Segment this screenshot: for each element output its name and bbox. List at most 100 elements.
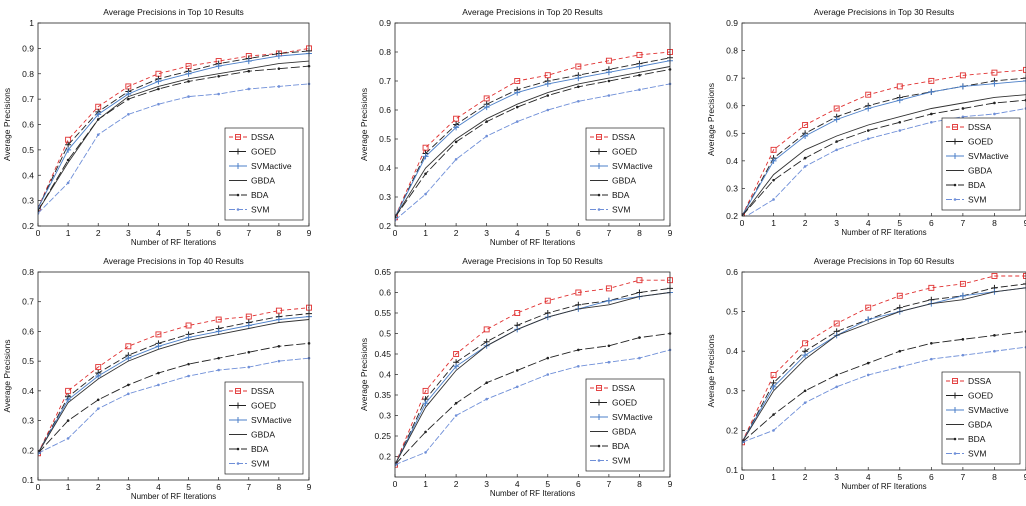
legend-label: GOED [251, 147, 276, 157]
chart-title: Average Precisions in Top 60 Results [814, 256, 955, 266]
data-point-svm [835, 386, 838, 389]
data-point-svm [608, 94, 611, 97]
x-tick-label: 7 [961, 472, 966, 482]
x-tick-label: 0 [36, 482, 41, 492]
y-tick-label: 0.4 [726, 156, 738, 166]
x-tick-label: 0 [740, 472, 745, 482]
x-tick-label: 3 [484, 228, 489, 238]
x-tick-label: 6 [576, 479, 581, 489]
y-tick-label: 0.2 [22, 221, 34, 231]
x-tick-label: 5 [186, 228, 191, 238]
x-tick-label: 2 [96, 228, 101, 238]
chart-title: Average Precisions in Top 50 Results [462, 256, 603, 266]
y-tick-label: 0.5 [22, 356, 34, 366]
x-tick-label: 4 [866, 218, 871, 228]
chart-title: Average Precisions in Top 20 Results [462, 7, 603, 17]
legend-label: BDA [968, 180, 986, 190]
legend-label: SVM [968, 195, 986, 205]
legend-marker-svm [954, 452, 957, 455]
legend-marker-svm [954, 198, 957, 201]
x-tick-label: 3 [126, 482, 131, 492]
y-tick-label: 0.1 [726, 465, 738, 475]
y-tick-label: 0.9 [379, 18, 391, 28]
data-point-bda [516, 106, 519, 109]
x-tick-label: 5 [545, 479, 550, 489]
y-tick-label: 0.7 [379, 76, 391, 86]
legend-label: GOED [612, 398, 637, 408]
data-point-bda [638, 74, 641, 77]
data-point-bda [97, 398, 100, 401]
x-tick-label: 7 [607, 228, 612, 238]
data-point-svm [67, 182, 70, 185]
data-point-bda [930, 342, 933, 345]
y-axis-label: Average Precisions [359, 338, 369, 411]
y-axis-label: Average Precisions [706, 334, 716, 407]
data-point-bda [962, 107, 965, 110]
chart-title: Average Precisions in Top 40 Results [103, 256, 244, 266]
y-tick-label: 0.6 [379, 288, 391, 298]
data-point-bda [278, 345, 281, 348]
data-point-bda [217, 357, 220, 360]
chart-title: Average Precisions in Top 10 Results [103, 7, 244, 17]
data-point-svm [187, 95, 190, 98]
x-tick-label: 1 [66, 482, 71, 492]
y-tick-label: 0.2 [22, 445, 34, 455]
data-point-svm [772, 198, 775, 201]
legend-marker-bda [598, 445, 601, 448]
x-tick-label: 8 [277, 482, 282, 492]
y-tick-label: 0.5 [379, 134, 391, 144]
x-tick-label: 5 [897, 218, 902, 228]
legend-label: DSSA [251, 132, 274, 142]
data-point-svm [577, 365, 580, 368]
x-tick-label: 9 [668, 479, 673, 489]
data-point-svm [424, 451, 427, 454]
data-point-svm [485, 135, 488, 138]
x-tick-label: 7 [246, 228, 251, 238]
legend-label: SVM [251, 459, 269, 469]
data-point-bda [424, 431, 427, 434]
x-tick-label: 8 [637, 479, 642, 489]
x-axis-label: Number of RF Iterations [131, 238, 216, 247]
x-tick-label: 2 [454, 479, 459, 489]
data-point-bda [97, 118, 100, 121]
legend-marker-svm [237, 462, 240, 465]
y-tick-label: 0.6 [22, 120, 34, 130]
x-tick-label: 1 [423, 479, 428, 489]
data-point-bda [577, 86, 580, 89]
x-tick-label: 3 [126, 228, 131, 238]
x-tick-label: 6 [576, 228, 581, 238]
legend-label: SVM [251, 205, 269, 215]
data-point-bda [424, 173, 427, 176]
data-point-bda [638, 336, 641, 339]
data-point-svm [867, 138, 870, 141]
y-tick-label: 0.2 [379, 452, 391, 462]
legend-marker-bda [954, 438, 957, 441]
data-point-bda [772, 413, 775, 416]
data-point-dssa [126, 344, 131, 349]
data-point-svm [157, 384, 160, 387]
y-axis-label: Average Precisions [706, 83, 716, 156]
data-point-bda [127, 384, 130, 387]
x-tick-label: 4 [156, 482, 161, 492]
data-point-bda [278, 67, 281, 70]
y-tick-label: 0.9 [22, 43, 34, 53]
legend-label: BDA [968, 434, 986, 444]
y-tick-label: 0.7 [22, 297, 34, 307]
data-point-svm [638, 88, 641, 91]
y-tick-label: 0.6 [726, 101, 738, 111]
legend-label: DSSA [968, 376, 991, 386]
y-tick-label: 0.3 [379, 411, 391, 421]
x-tick-label: 0 [393, 228, 398, 238]
data-point-bda [835, 374, 838, 377]
y-tick-label: 0.4 [726, 346, 738, 356]
data-point-bda [577, 349, 580, 352]
legend-label: SVMactive [251, 415, 292, 425]
legend-label: DSSA [968, 122, 991, 132]
x-tick-label: 1 [423, 228, 428, 238]
x-tick-label: 3 [834, 472, 839, 482]
data-point-svm [455, 414, 458, 417]
